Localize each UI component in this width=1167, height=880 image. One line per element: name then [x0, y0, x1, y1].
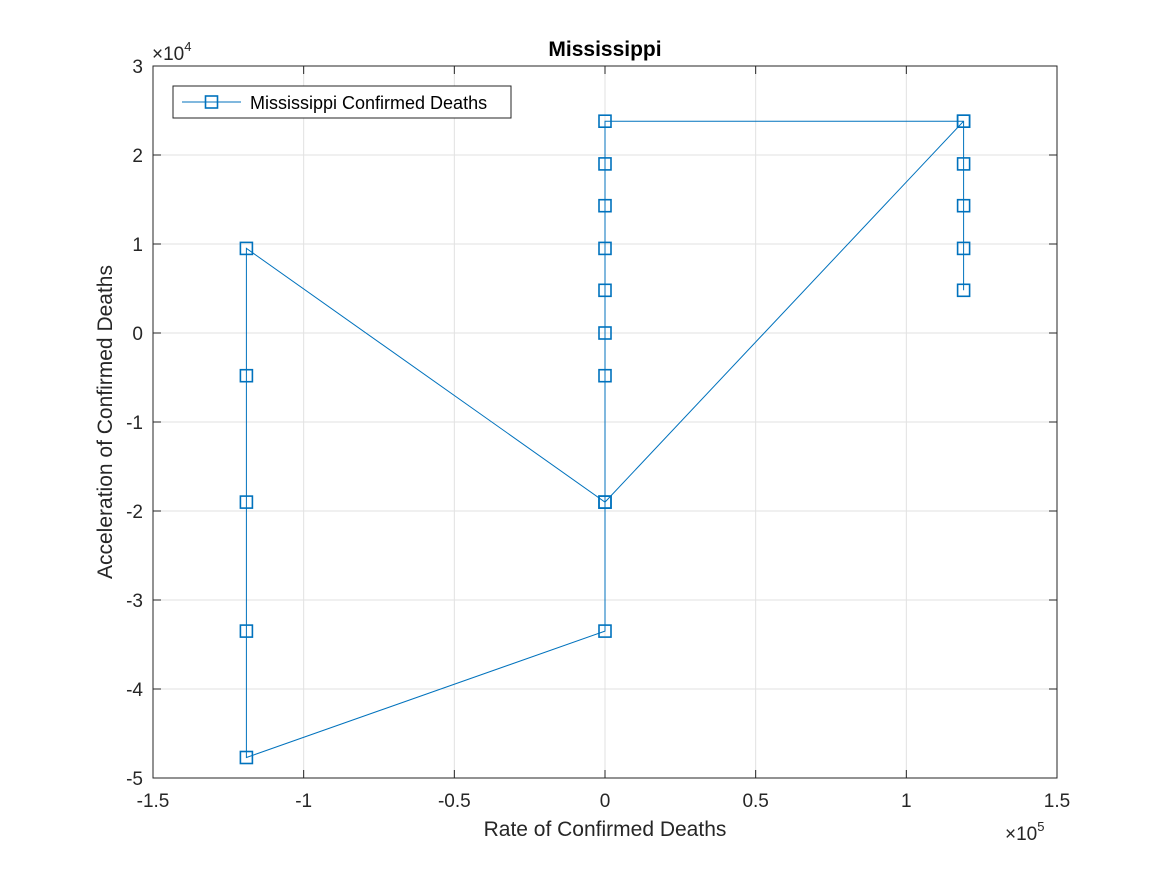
y-tick-label: 1	[132, 235, 143, 256]
y-tick-label: -3	[126, 591, 143, 612]
y-tick-label: 0	[132, 324, 143, 345]
legend-marker-sample	[204, 95, 219, 109]
data-point-marker	[598, 495, 612, 509]
y-axis-multiplier: ×104	[152, 39, 191, 65]
legend-label: Mississippi Confirmed Deaths	[250, 93, 487, 113]
y-multiplier-base: ×10	[152, 44, 184, 65]
y-tick-label: -4	[126, 680, 143, 701]
x-tick-label: 0	[600, 791, 611, 812]
data-point-marker	[598, 157, 612, 171]
data-point-marker	[598, 283, 612, 298]
x-tick-label: 1.5	[1044, 791, 1070, 812]
x-multiplier-base: ×10	[1005, 824, 1037, 845]
data-point-marker	[239, 495, 254, 509]
y-tick-label: 3	[132, 57, 143, 78]
series-line	[245, 120, 965, 759]
x-tick-label: -1.5	[137, 791, 170, 812]
y-axis-label: Acceleration of Confirmed Deaths	[94, 265, 117, 579]
data-point-marker	[239, 368, 254, 383]
data-point-marker	[598, 624, 612, 638]
data-point-marker	[598, 114, 612, 128]
data-point-marker	[956, 114, 971, 128]
x-tick-label: 1	[901, 791, 912, 812]
data-point-marker	[239, 624, 254, 638]
x-tick-label: -1	[295, 791, 312, 812]
y-multiplier-exponent: 4	[184, 39, 191, 54]
x-axis-label: Rate of Confirmed Deaths	[484, 818, 727, 841]
x-axis-multiplier: ×105	[1005, 819, 1044, 845]
ticks: -1.5 -1 -0.5 0 0.5 1 1.5 3 2 1 0 -1 -2 -3 -4 -5	[126, 57, 1070, 812]
data-point-marker	[239, 241, 254, 256]
y-tick-label: 2	[132, 146, 143, 167]
x-tick-label: -0.5	[438, 791, 471, 812]
data-point-marker	[598, 241, 612, 256]
x-tick-label: 0.5	[742, 791, 768, 812]
data-point-marker	[239, 750, 254, 765]
chart-title: Mississippi	[548, 38, 661, 61]
data-point-marker	[956, 283, 971, 298]
legend: Mississippi Confirmed Deaths	[172, 85, 512, 119]
y-tick-label: -2	[126, 502, 143, 523]
series-layer	[239, 114, 971, 765]
data-point-marker	[598, 198, 612, 213]
x-multiplier-exponent: 5	[1037, 819, 1044, 834]
y-tick-label: -5	[126, 769, 143, 790]
data-point-marker	[598, 368, 612, 383]
data-point-marker	[598, 326, 612, 340]
data-point-marker	[956, 198, 971, 213]
y-tick-label: -1	[126, 413, 143, 434]
data-point-marker	[956, 157, 971, 171]
data-point-marker	[956, 241, 971, 256]
